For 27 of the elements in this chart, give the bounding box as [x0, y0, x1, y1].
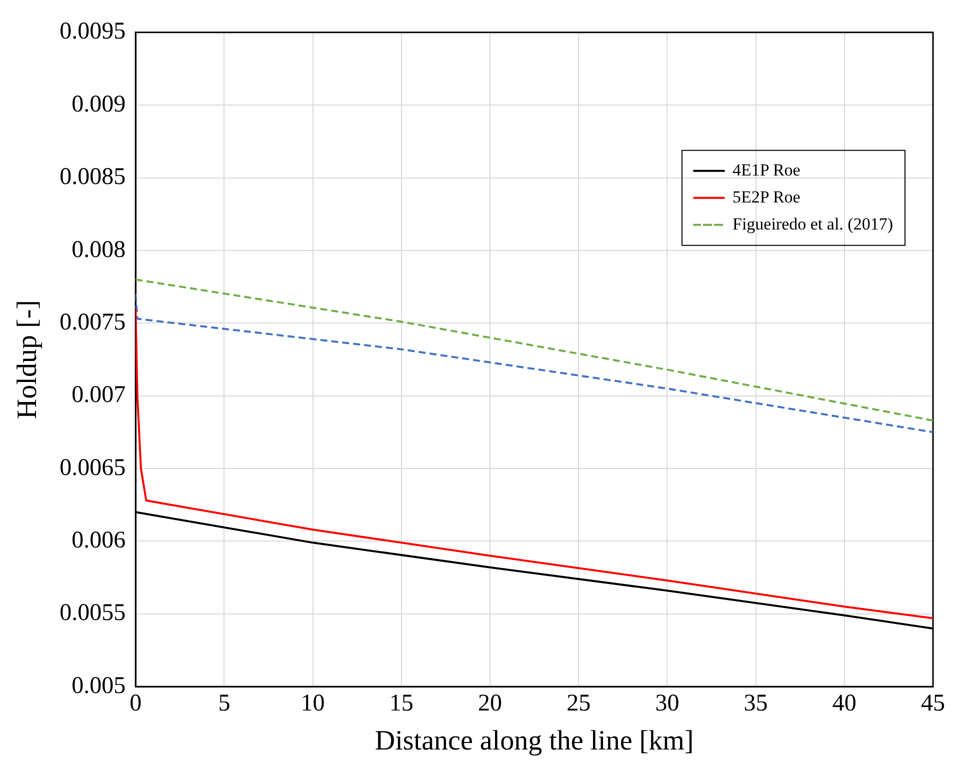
y-tick-label: 0.0085 [60, 164, 126, 190]
y-tick-label: 0.005 [72, 672, 126, 699]
y-tick-label: 0.007 [72, 382, 126, 408]
x-tick-label: 40 [832, 690, 856, 716]
y-tick-label: 0.008 [72, 236, 126, 263]
x-tick-label: 35 [744, 690, 768, 716]
x-tick-label: 0 [130, 690, 142, 716]
y-tick-label: 0.0095 [60, 18, 126, 45]
x-tick-label: 5 [218, 690, 230, 716]
y-tick-label: 0.0065 [60, 454, 126, 481]
x-tick-label: 20 [478, 690, 502, 716]
x-tick-label: 25 [566, 690, 591, 716]
y-tick-label: 0.0055 [60, 600, 126, 626]
x-tick-label: 45 [921, 690, 945, 716]
x-tick-label: 15 [389, 690, 414, 716]
x-tick-label: 10 [300, 690, 325, 716]
line-series [136, 293, 933, 434]
x-tick-label: 30 [655, 690, 680, 716]
y-tick-label: 0.009 [72, 91, 126, 118]
x-axis-title: Distance along the line [km] [374, 726, 694, 757]
y-tick-label: 0.006 [72, 528, 126, 554]
legend-label: 4E1P Roe [732, 160, 800, 180]
y-axis-title: Holdup [-] [12, 300, 44, 419]
legend-label: Figueiredo et al. (2017) [732, 214, 894, 234]
y-tick-label: 0.0075 [60, 309, 126, 336]
line-series [136, 278, 933, 422]
legend-label: 5E2P Roe [732, 187, 800, 206]
